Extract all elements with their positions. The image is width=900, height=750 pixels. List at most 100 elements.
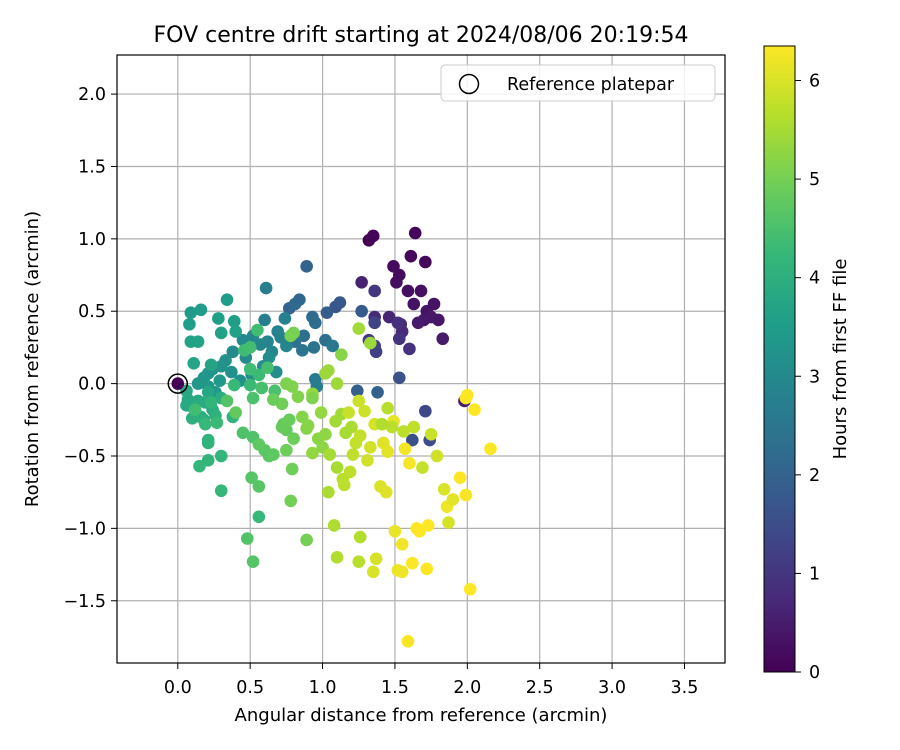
scatter-point — [307, 341, 321, 354]
scatter-point — [204, 358, 218, 372]
scatter-point — [255, 381, 269, 395]
scatter-point — [411, 316, 425, 330]
scatter-point — [353, 530, 367, 544]
y-tick-label: −1.0 — [64, 519, 107, 539]
scatter-point — [327, 519, 341, 532]
scatter-point — [252, 510, 266, 524]
scatter-point — [424, 427, 438, 441]
colorbar-tick-label: 5 — [809, 170, 820, 190]
scatter-point — [420, 562, 434, 576]
scatter-point — [229, 406, 243, 419]
scatter-point — [246, 555, 260, 568]
scatter-point — [220, 394, 234, 408]
scatter-point — [352, 322, 366, 335]
scatter-point — [391, 316, 405, 330]
scatter-point — [267, 393, 280, 406]
scatter-point — [267, 448, 280, 461]
colorbar-tick-label: 2 — [809, 466, 820, 486]
scatter-point — [191, 377, 205, 390]
scatter-point — [355, 275, 368, 289]
scatter-point — [193, 459, 206, 473]
chart-title: FOV centre drift starting at 2024/08/06 … — [154, 23, 689, 48]
scatter-point — [366, 565, 380, 579]
scatter-point — [184, 306, 198, 319]
scatter-point — [258, 313, 271, 327]
legend-marker-reference — [458, 73, 480, 95]
y-tick-label: 2.0 — [78, 85, 106, 105]
scatter-point — [282, 413, 296, 427]
scatter-point — [243, 378, 257, 392]
scatter-point — [213, 374, 227, 388]
scatter-point — [188, 403, 202, 416]
scatter-point — [352, 555, 366, 568]
colorbar-tick-label: 3 — [809, 367, 820, 387]
scatter-point — [259, 281, 273, 295]
scatter-point — [375, 417, 389, 431]
scatter-point — [330, 461, 344, 474]
x-tick-label: 2.5 — [526, 678, 554, 698]
scatter-point — [416, 461, 429, 474]
y-tick-label: 0.0 — [78, 375, 106, 395]
scatter-point — [300, 533, 313, 547]
scatter-point — [314, 406, 328, 419]
scatter-point — [343, 465, 357, 479]
x-axis-label: Angular distance from reference (arcmin) — [235, 705, 608, 726]
scatter-point — [236, 426, 250, 440]
scatter-point — [262, 351, 276, 364]
scatter-point — [254, 338, 267, 351]
scatter-point — [285, 462, 299, 476]
x-tick-label: 0.5 — [236, 678, 264, 698]
scatter-point — [330, 377, 344, 390]
x-tick-label: 1.5 — [381, 678, 409, 698]
scatter-point — [395, 565, 409, 579]
colorbar-tick-label: 4 — [809, 269, 820, 289]
scatter-point — [210, 416, 224, 429]
scatter-point — [401, 634, 415, 648]
scatter-point — [333, 296, 347, 309]
scatter-point — [301, 419, 315, 432]
scatter-point — [191, 335, 205, 348]
scatter-point — [329, 414, 342, 428]
scatter-point — [326, 339, 339, 353]
scatter-point — [403, 342, 416, 356]
reference-marker — [167, 373, 189, 394]
scatter-point — [287, 432, 300, 445]
scatter-point — [342, 406, 355, 419]
scatter-point — [406, 556, 419, 570]
scatter-point — [392, 371, 406, 385]
colorbar-label: Hours from first FF file — [830, 259, 851, 460]
scatter-point — [351, 384, 364, 398]
scatter-point — [284, 329, 298, 343]
scatter-point — [421, 519, 435, 532]
scatter-point — [201, 436, 215, 450]
scatter-point — [322, 364, 335, 377]
scatter-point — [226, 345, 240, 359]
scatter-point — [419, 404, 432, 418]
scatter-point — [352, 394, 366, 408]
scatter-point — [225, 365, 238, 379]
scatter-point — [407, 420, 421, 434]
scatter-point — [437, 482, 451, 496]
y-tick-label: −0.5 — [64, 447, 107, 467]
scatter-point — [201, 385, 215, 399]
scatter-point — [407, 297, 421, 311]
scatter-point — [366, 229, 380, 243]
scatter-point — [319, 427, 332, 441]
scatter-point — [278, 312, 292, 325]
reference-marker-group — [167, 373, 189, 394]
scatter-point — [335, 348, 348, 361]
scatter-point — [461, 388, 474, 402]
scatter-point — [355, 304, 368, 318]
scatter-point — [199, 417, 212, 431]
y-tick-label: 1.0 — [78, 230, 106, 250]
scatter-point — [368, 284, 381, 298]
scatter-point — [337, 478, 351, 492]
scatter-point — [214, 326, 228, 340]
scatter-point — [390, 275, 403, 289]
scatter-point — [430, 449, 444, 463]
y-axis-label: Rotation from reference (arcmin) — [22, 211, 43, 507]
legend: Reference platepar — [440, 64, 716, 102]
scatter-point — [280, 443, 293, 457]
scatter-point — [368, 316, 381, 330]
